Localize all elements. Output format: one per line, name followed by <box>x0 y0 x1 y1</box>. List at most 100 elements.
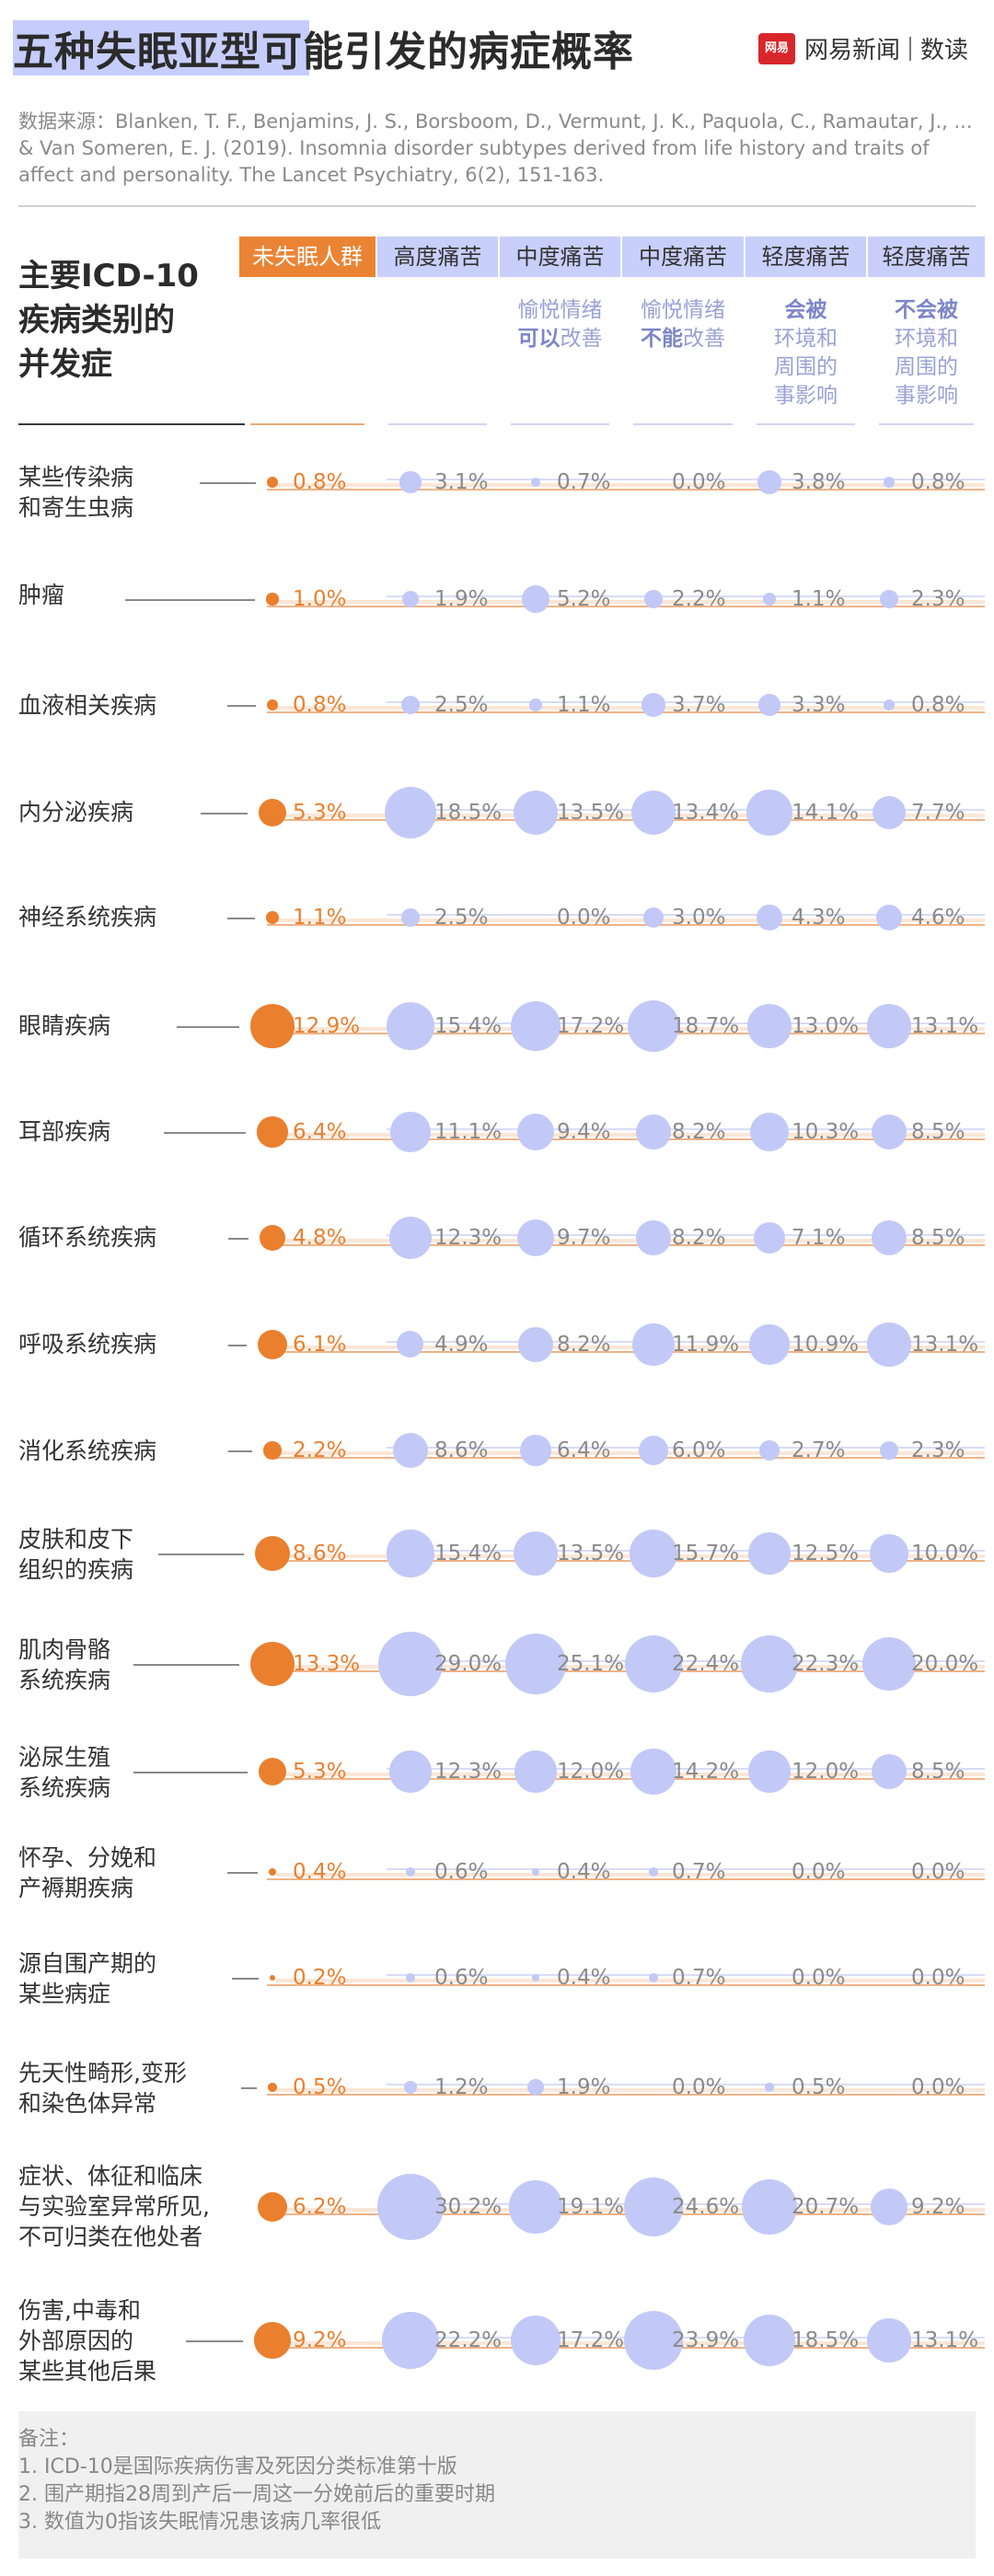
data-source: 数据来源：Blanken, T. F., Benjamins, J. S., B… <box>18 110 973 186</box>
row-stripe <box>276 1979 985 1982</box>
data-bubble <box>258 1757 287 1786</box>
data-value: 5.3% <box>293 801 347 825</box>
data-bubble <box>884 477 895 488</box>
data-value: 29.0% <box>434 1652 503 1676</box>
row-label: 源自围产期的 某些病症 <box>18 1950 157 2007</box>
data-value: 8.6% <box>293 1542 347 1565</box>
row-leader <box>227 918 256 919</box>
data-value: 0.6% <box>434 1860 489 1884</box>
column-subtitle: 不会被 环境和 周围的 事影响 <box>895 298 958 408</box>
data-value: 9.4% <box>557 1120 611 1144</box>
data-value: 2.5% <box>434 906 489 930</box>
data-value: 6.1% <box>293 1333 347 1357</box>
title-highlight <box>13 20 309 75</box>
row-stripe <box>276 1133 985 1137</box>
data-value: 0.0% <box>672 470 726 494</box>
data-value: 0.8% <box>293 693 347 717</box>
data-bubble <box>263 1441 282 1460</box>
data-bubble <box>400 695 421 715</box>
data-bubble <box>387 1530 434 1577</box>
data-value: 4.8% <box>293 1226 347 1250</box>
data-bubble <box>257 1329 288 1360</box>
row-stripe <box>276 1346 985 1349</box>
row-line <box>387 2337 985 2339</box>
data-value: 8.2% <box>557 1333 611 1357</box>
row-leader <box>177 1026 240 1028</box>
column-header: 未失眠人群 <box>239 237 376 277</box>
data-value: 12.0% <box>792 1760 860 1784</box>
data-value: 4.6% <box>911 906 965 930</box>
data-bubble <box>630 1749 676 1795</box>
row-line-baseline <box>267 1878 985 1880</box>
data-value: 15.4% <box>434 1542 503 1565</box>
row-line <box>387 1768 985 1770</box>
data-bubble <box>510 2315 561 2366</box>
data-bubble <box>257 2191 288 2223</box>
data-bubble <box>631 791 676 835</box>
brand-divider <box>908 36 911 61</box>
row-line-baseline <box>267 1778 985 1780</box>
data-bubble <box>505 1634 566 1694</box>
data-bubble <box>389 1217 432 1259</box>
data-value: 17.2% <box>557 1014 625 1038</box>
data-value: 13.1% <box>911 1014 979 1038</box>
row-line-baseline <box>267 924 985 926</box>
data-bubble <box>259 1224 286 1252</box>
data-bubble <box>644 590 663 608</box>
data-value: 0.0% <box>792 1860 846 1884</box>
data-bubble <box>516 1219 555 1257</box>
row-line-baseline <box>267 1033 985 1034</box>
row-line <box>387 1868 985 1870</box>
row-leader <box>241 2087 258 2089</box>
data-bubble <box>399 471 422 493</box>
data-bubble <box>748 1750 791 1793</box>
data-value: 13.4% <box>672 801 740 825</box>
row-line <box>387 2203 985 2205</box>
data-value: 10.0% <box>911 1542 979 1565</box>
row-line-baseline <box>267 1984 985 1986</box>
row-label: 症状、体征和临床 与实验室异常所见, 不可归类在他处者 <box>18 2163 210 2250</box>
data-value: 6.4% <box>557 1438 611 1462</box>
data-value: 8.2% <box>672 1120 726 1144</box>
data-value: 22.4% <box>672 1652 740 1676</box>
data-bubble <box>627 999 680 1053</box>
column-underline <box>250 423 364 425</box>
data-bubble <box>254 2322 291 2359</box>
data-value: 2.5% <box>434 693 489 717</box>
data-value: 8.5% <box>911 1120 965 1144</box>
data-bubble <box>392 1432 429 1469</box>
data-bubble <box>759 1440 780 1461</box>
data-bubble <box>867 2318 911 2362</box>
data-value: 6.0% <box>672 1438 726 1462</box>
brand-logo-icon: 网易 <box>757 32 795 64</box>
data-value: 13.5% <box>557 1542 625 1565</box>
data-bubble <box>871 1753 907 1790</box>
data-bubble <box>763 593 776 606</box>
column-underline <box>879 423 974 425</box>
data-bubble <box>861 1636 917 1692</box>
row-line <box>387 1974 985 1976</box>
data-bubble <box>623 2177 684 2237</box>
data-value: 6.4% <box>293 1120 347 1144</box>
row-stripe <box>276 1451 985 1455</box>
data-bubble <box>624 1635 682 1692</box>
data-value: 5.3% <box>293 1760 347 1784</box>
row-leader <box>201 813 248 814</box>
data-value: 0.0% <box>557 906 611 930</box>
data-value: 0.0% <box>672 2075 726 2099</box>
data-value: 19.1% <box>557 2195 625 2219</box>
data-bubble <box>400 907 421 928</box>
data-bubble <box>529 699 542 711</box>
row-label: 消化系统疾病 <box>18 1438 157 1464</box>
data-value: 11.9% <box>672 1333 740 1357</box>
data-value: 4.9% <box>434 1333 489 1357</box>
page-title: 五种失眠亚型可能引发的病症概率 <box>13 29 634 75</box>
row-line <box>387 479 985 480</box>
column-header: 高度痛苦 <box>377 237 498 277</box>
data-bubble <box>871 1114 907 1150</box>
row-leader <box>158 1554 244 1555</box>
data-value: 1.1% <box>557 693 611 717</box>
data-bubble <box>871 2189 907 2225</box>
column-subtitle: 愉悦情绪 不能改善 <box>641 298 725 351</box>
data-bubble <box>377 2174 444 2240</box>
